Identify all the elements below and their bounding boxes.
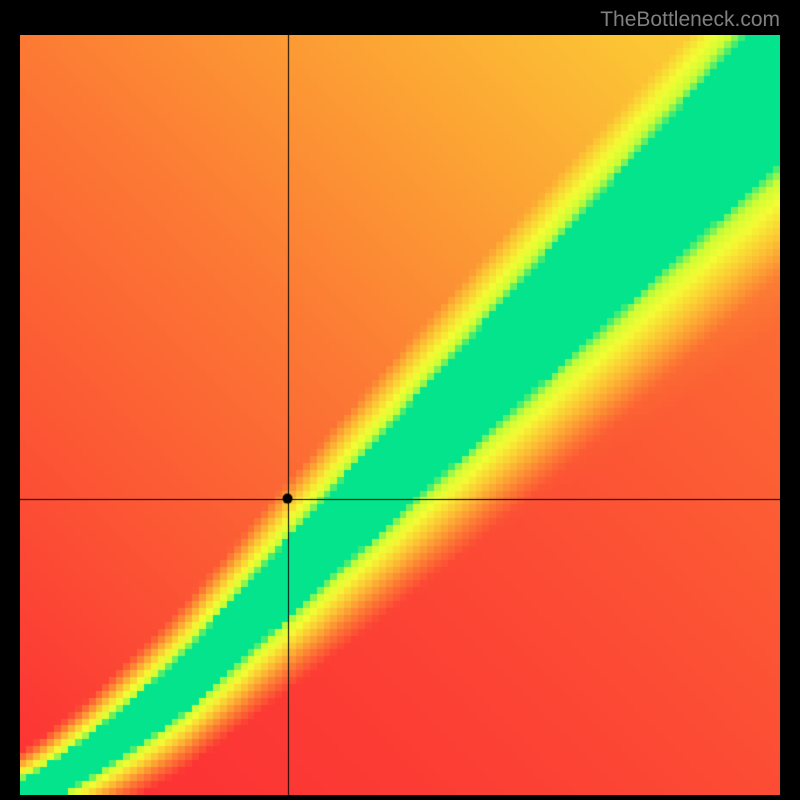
watermark-text: TheBottleneck.com (600, 8, 780, 32)
chart-container: TheBottleneck.com (0, 0, 800, 800)
bottleneck-heatmap (20, 35, 780, 795)
